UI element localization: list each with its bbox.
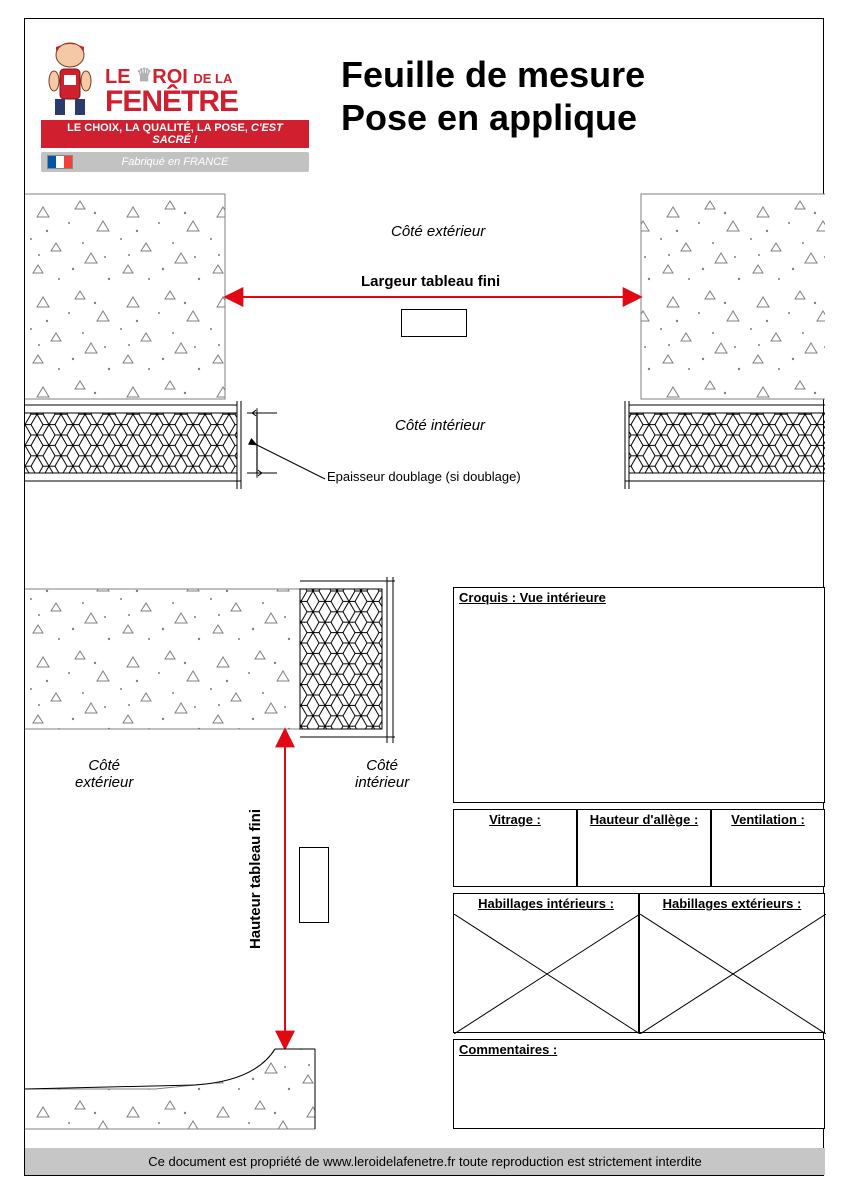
label-cote-ext-2: Côtéextérieur — [75, 757, 133, 791]
label-vitrage: Vitrage : — [454, 810, 576, 829]
page-frame: LE ♛ROI DE LA FENÊTRE LE CHOIX, LA QUALI… — [24, 18, 824, 1176]
box-allege[interactable]: Hauteur d'allège : — [577, 809, 711, 887]
label-hab-int: Habillages intérieurs : — [454, 894, 638, 913]
label-hauteur: Hauteur tableau fini — [247, 809, 264, 949]
label-cote-ext: Côté extérieur — [391, 223, 485, 240]
label-epaisseur: Epaisseur doublage (si doublage) — [327, 469, 521, 484]
box-vitrage[interactable]: Vitrage : — [453, 809, 577, 887]
label-commentaires: Commentaires : — [454, 1040, 824, 1059]
input-hauteur[interactable] — [299, 847, 329, 923]
box-hab-ext[interactable]: Habillages extérieurs : — [639, 893, 825, 1033]
footer: Ce document est propriété de www.leroide… — [25, 1148, 825, 1175]
box-commentaires[interactable]: Commentaires : — [453, 1039, 825, 1129]
label-largeur: Largeur tableau fini — [361, 273, 500, 290]
label-cote-int-2: Côtéintérieur — [355, 757, 409, 791]
label-allege: Hauteur d'allège : — [578, 810, 710, 829]
box-croquis[interactable]: Croquis : Vue intérieure — [453, 587, 825, 803]
label-cote-int: Côté intérieur — [395, 417, 485, 434]
label-croquis: Croquis : Vue intérieure — [454, 588, 824, 607]
input-largeur[interactable] — [401, 309, 467, 337]
label-ventilation: Ventilation : — [712, 810, 824, 829]
box-hab-int[interactable]: Habillages intérieurs : — [453, 893, 639, 1033]
label-hab-ext: Habillages extérieurs : — [640, 894, 824, 913]
box-ventilation[interactable]: Ventilation : — [711, 809, 825, 887]
